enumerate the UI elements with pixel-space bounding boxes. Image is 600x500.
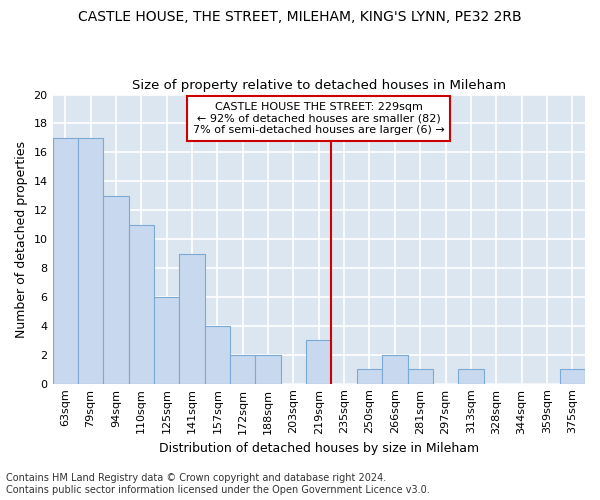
- Bar: [53, 138, 78, 384]
- Bar: [407, 369, 433, 384]
- Y-axis label: Number of detached properties: Number of detached properties: [15, 140, 28, 338]
- Bar: [179, 254, 205, 384]
- Bar: [103, 196, 128, 384]
- Bar: [458, 369, 484, 384]
- Text: CASTLE HOUSE, THE STREET, MILEHAM, KING'S LYNN, PE32 2RB: CASTLE HOUSE, THE STREET, MILEHAM, KING'…: [78, 10, 522, 24]
- Bar: [306, 340, 331, 384]
- Bar: [357, 369, 382, 384]
- X-axis label: Distribution of detached houses by size in Mileham: Distribution of detached houses by size …: [159, 442, 479, 455]
- Text: Contains HM Land Registry data © Crown copyright and database right 2024.
Contai: Contains HM Land Registry data © Crown c…: [6, 474, 430, 495]
- Bar: [78, 138, 103, 384]
- Text: CASTLE HOUSE THE STREET: 229sqm
← 92% of detached houses are smaller (82)
7% of : CASTLE HOUSE THE STREET: 229sqm ← 92% of…: [193, 102, 445, 135]
- Bar: [230, 355, 256, 384]
- Bar: [205, 326, 230, 384]
- Bar: [382, 355, 407, 384]
- Title: Size of property relative to detached houses in Mileham: Size of property relative to detached ho…: [132, 79, 506, 92]
- Bar: [128, 224, 154, 384]
- Bar: [560, 369, 585, 384]
- Bar: [256, 355, 281, 384]
- Bar: [154, 297, 179, 384]
